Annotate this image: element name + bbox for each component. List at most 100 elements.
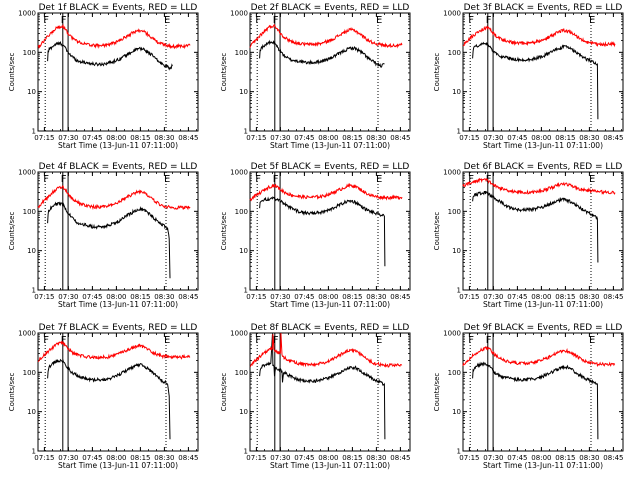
y-tick-label: 100 [235,49,248,57]
series-events-line [472,361,599,440]
marker-start-solid: F [273,174,279,185]
x-tick-label: 08:15 [555,293,575,301]
marker-end: E [376,335,382,346]
x-tick-label: 07:45 [82,454,102,462]
marker-end: E [589,335,595,346]
x-tick-label: 07:45 [82,293,102,301]
x-tick-label: 08:45 [178,293,198,301]
marker-end: E [589,174,595,185]
y-tick-label: 10 [239,247,248,255]
series-events-line [47,201,171,279]
y-axis-label: Counts/sec [433,373,441,412]
y-tick-label: 1 [457,128,461,136]
x-tick-label: 08:15 [555,454,575,462]
x-tick-label: 07:30 [270,293,290,301]
marker-start-solid: F [486,15,492,26]
series-events-line [472,190,599,263]
marker-start-solid: F [273,15,279,26]
x-tick-label: 08:45 [390,134,410,142]
y-tick-label: 1 [32,287,36,295]
marker-end: E [164,335,170,346]
x-tick-label: 07:45 [294,293,314,301]
x-tick-label: 08:00 [318,293,338,301]
plot-frame [462,12,624,132]
y-tick-label: 10 [452,247,461,255]
x-axis-label: Start Time (13-Jun-11 07:11:00) [58,141,178,150]
y-tick-label: 100 [23,49,36,57]
x-tick-label: 07:15 [459,293,479,301]
x-tick-label: 08:00 [531,134,551,142]
x-tick-label: 07:15 [459,454,479,462]
panel-3: Det 3f BLACK = Events, RED = LLD 1 10 100 10… [433,3,624,150]
series-lld-line [37,23,191,50]
x-tick-label: 07:30 [270,134,290,142]
series-lld-line [462,346,616,368]
x-tick-label: 08:30 [366,134,386,142]
x-tick-label: 08:15 [342,293,362,301]
series-lld-line [249,332,403,368]
x-tick-label: 07:15 [34,454,54,462]
x-tick-label: 08:00 [531,293,551,301]
x-tick-label: 07:30 [483,293,503,301]
y-tick-label: 1000 [443,169,461,177]
y-tick-label: 1 [457,448,461,456]
marker-start: F [468,15,474,26]
x-tick-label: 08:00 [106,454,126,462]
x-tick-label: 08:00 [106,293,126,301]
x-tick-label: 08:45 [178,454,198,462]
x-tick-label: 07:45 [507,454,527,462]
x-tick-label: 07:45 [294,134,314,142]
marker-start-solid: F [61,174,67,185]
marker-start: F [43,174,49,185]
y-tick-label: 10 [27,247,36,255]
y-tick-label: 100 [448,369,461,377]
panel-title: Det 4f BLACK = Events, RED = LLD [39,162,198,172]
y-tick-label: 1 [32,448,36,456]
series-events-line [472,41,599,120]
plot-frame [462,332,624,452]
x-tick-label: 07:45 [82,134,102,142]
plot-frame [37,12,199,132]
x-tick-label: 08:45 [390,293,410,301]
marker-start-solid: F [486,335,492,346]
x-tick-label: 08:15 [130,454,150,462]
y-axis-label: Counts/sec [433,53,441,92]
y-axis-label: Counts/sec [433,212,441,251]
marker-start: F [255,335,261,346]
panel-title: Det 3f BLACK = Events, RED = LLD [464,3,623,13]
marker-start: F [255,174,261,185]
x-axis-label: Start Time (13-Jun-11 07:11:00) [483,461,603,470]
x-tick-label: 07:30 [58,134,78,142]
panel-title: Det 8f BLACK = Events, RED = LLD [251,323,410,333]
series-lld-line [462,177,616,195]
y-tick-label: 100 [235,208,248,216]
y-tick-label: 100 [23,369,36,377]
y-tick-label: 1000 [443,10,461,18]
x-axis-label: Start Time (13-Jun-11 07:11:00) [483,300,603,309]
y-axis-label: Counts/sec [8,212,16,251]
x-tick-label: 08:00 [318,454,338,462]
panel-7: Det 7f BLACK = Events, RED = LLD 1 10 100 10… [8,323,199,470]
series-events-line [259,334,386,440]
x-tick-label: 07:15 [34,134,54,142]
marker-start: F [468,335,474,346]
y-tick-label: 100 [448,208,461,216]
y-tick-label: 10 [27,408,36,416]
plot-frame [37,332,199,452]
x-tick-label: 08:45 [603,293,623,301]
panel-1: Det 1f BLACK = Events, RED = LLD 1 10 100 10… [8,3,199,150]
panel-5: Det 5f BLACK = Events, RED = LLD 1 10 100 10… [220,162,411,309]
y-tick-label: 1000 [18,10,36,18]
y-tick-label: 100 [235,369,248,377]
x-axis-label: Start Time (13-Jun-11 07:11:00) [270,141,390,150]
y-tick-label: 10 [452,88,461,96]
y-tick-label: 1000 [18,169,36,177]
marker-end: E [376,15,382,26]
x-tick-label: 07:45 [507,293,527,301]
x-tick-label: 07:15 [246,293,266,301]
y-axis-label: Counts/sec [8,373,16,412]
panel-title: Det 7f BLACK = Events, RED = LLD [39,323,198,333]
y-tick-label: 1 [244,128,248,136]
y-tick-label: 1000 [230,330,248,338]
